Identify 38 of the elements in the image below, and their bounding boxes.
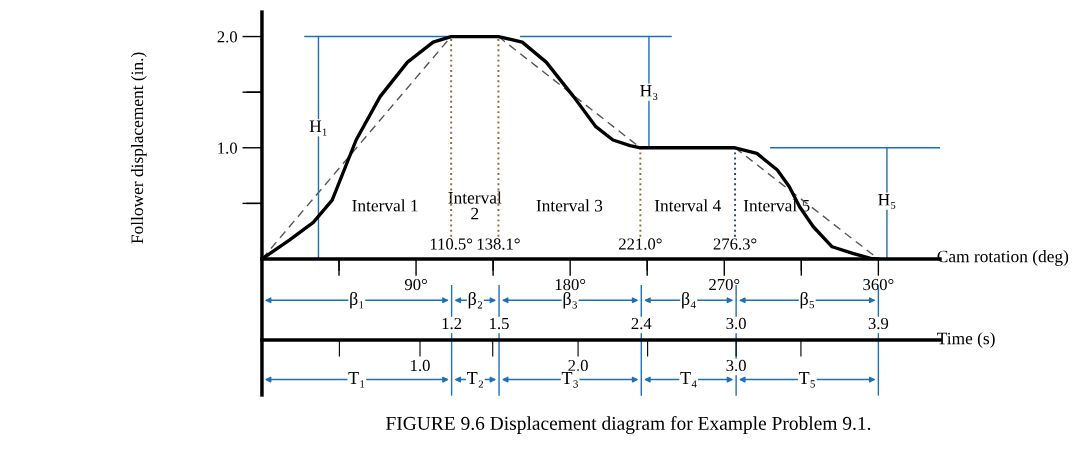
text: β₁	[350, 291, 364, 309]
ref-line-label: 110.5°	[430, 238, 473, 250]
x2-tick-label: 3.0	[726, 359, 746, 372]
text: β₅	[800, 291, 815, 309]
annotation: H₃	[640, 84, 658, 100]
x2-tick-label: 2.0	[568, 359, 588, 372]
x2-axis-title: Time (s)	[937, 332, 995, 348]
ref-line-label: 221.0°	[619, 238, 662, 250]
text: T₁	[348, 372, 365, 388]
annotation: Interval 1	[352, 199, 418, 212]
ref-line-label: 1.2	[442, 317, 462, 330]
text: β₃	[563, 291, 577, 309]
text: FIGURE 9.6 Displacement diagram for Example Problem 9.1.	[386, 416, 871, 434]
x-tick-label: 180°	[555, 278, 586, 291]
ref-line-label: 3.0	[726, 317, 746, 330]
annotation: Interval 3	[536, 199, 603, 212]
text: T₂	[467, 372, 484, 388]
ref-line-label: 1.5	[490, 317, 509, 330]
ref-line-label: 3.9	[868, 317, 889, 330]
x-axis-title: Cam rotation (deg)	[937, 250, 1069, 266]
x-tick-label: 90°	[404, 278, 427, 291]
text: T₄	[680, 372, 697, 388]
text: β₂	[468, 291, 483, 309]
x2-tick-label: 1.0	[411, 359, 430, 372]
ref-line-label: 276.3°	[713, 238, 757, 250]
annotation: H₅	[878, 193, 896, 209]
annotation: Interval 4	[654, 199, 721, 212]
text: β₄	[682, 291, 696, 309]
y-axis-title: Follower displacement (in.)	[130, 52, 147, 244]
annotation: Interval 2	[448, 191, 502, 220]
text: T₅	[798, 372, 815, 388]
x-tick-label: 360°	[863, 278, 894, 291]
annotation: H₁	[309, 120, 327, 136]
x-tick-label: 270°	[709, 278, 740, 291]
ref-line-label: 138.1°	[477, 238, 520, 250]
text: T₃	[561, 372, 578, 388]
ref-line-label: 2.4	[631, 317, 652, 330]
annotation: Interval 5	[743, 199, 810, 212]
